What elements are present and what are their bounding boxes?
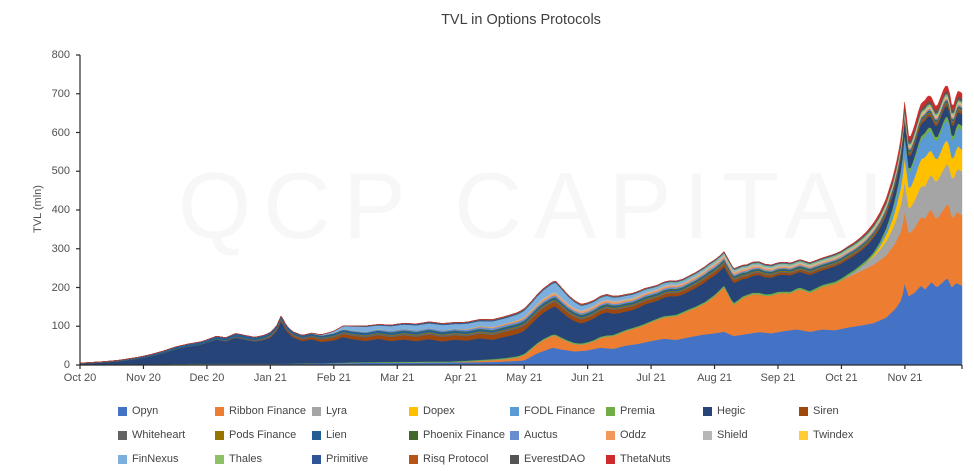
watermark-text: QCP CAPITAL: [178, 153, 923, 258]
legend-swatch-twindex: [799, 430, 808, 440]
y-axis-tick-label: 400: [51, 204, 70, 216]
legend-swatch-whiteheart: [118, 430, 127, 440]
legend-item-lyra: Lyra: [312, 403, 347, 419]
y-axis-tick-label: 500: [51, 165, 70, 178]
legend-label: Thales: [229, 453, 263, 465]
legend-label: Dopex: [423, 405, 455, 417]
legend-swatch-lien: [312, 430, 321, 440]
legend-swatch-dopex: [409, 406, 418, 416]
legend-item-siren: Siren: [799, 403, 839, 419]
legend-label: EverestDAO: [524, 453, 586, 465]
legend-swatch-fodl-finance: [510, 406, 519, 416]
legend-item-premia: Premia: [606, 403, 655, 419]
legend-swatch-finnexus: [118, 454, 127, 464]
x-axis-tick-label: Oct 20: [63, 372, 97, 384]
legend-label: FinNexus: [132, 453, 179, 465]
legend-swatch-everestdao: [510, 454, 519, 464]
legend-item-thetanuts: ThetaNuts: [606, 451, 671, 467]
legend-item-lien: Lien: [312, 427, 347, 443]
y-axis-tick-label: 100: [51, 320, 70, 333]
legend-swatch-phoenix-finance: [409, 430, 418, 440]
legend-label: ThetaNuts: [620, 453, 671, 465]
legend-item-finnexus: FinNexus: [118, 451, 178, 467]
legend-item-dopex: Dopex: [409, 403, 455, 419]
legend-swatch-thetanuts: [606, 454, 615, 464]
legend-item-oddz: Oddz: [606, 427, 646, 443]
legend-label: Ribbon Finance: [229, 405, 307, 417]
legend-label: Auctus: [524, 429, 558, 441]
legend-item-pods-finance: Pods Finance: [215, 427, 296, 443]
legend-label: Premia: [620, 405, 655, 417]
legend-item-opyn: Opyn: [118, 403, 158, 419]
legend-item-ribbon-finance: Ribbon Finance: [215, 403, 306, 419]
legend-item-shield: Shield: [703, 427, 748, 443]
legend-item-twindex: Twindex: [799, 427, 853, 443]
legend-label: Twindex: [813, 429, 854, 441]
legend-item-auctus: Auctus: [510, 427, 558, 443]
chart-title: TVL in Options Protocols: [441, 12, 601, 28]
x-axis-tick-label: Jun 21: [571, 372, 605, 384]
legend-item-hegic: Hegic: [703, 403, 745, 419]
y-axis-tick-label: 200: [51, 281, 70, 294]
x-axis-tick-label: Mar 21: [380, 372, 415, 384]
legend-swatch-thales: [215, 454, 224, 464]
y-axis-tick-label: 700: [51, 87, 70, 100]
x-axis-tick-label: Jul 21: [636, 372, 666, 384]
legend-label: Oddz: [620, 429, 647, 441]
legend-swatch-risq-protocol: [409, 454, 418, 464]
legend-item-thales: Thales: [215, 451, 262, 467]
legend-swatch-siren: [799, 406, 808, 416]
legend-label: Whiteheart: [132, 429, 186, 441]
legend-label: Lyra: [326, 405, 347, 417]
legend-label: Siren: [813, 405, 839, 417]
x-axis-tick-label: Aug 21: [697, 372, 732, 384]
area-series-thetanuts: [79, 85, 963, 364]
x-axis-tick-label: Sep 21: [760, 372, 796, 384]
legend-item-whiteheart: Whiteheart: [118, 427, 185, 443]
x-axis-tick-label: Nov 20: [126, 372, 161, 384]
y-axis-tick-label: 0: [63, 359, 70, 371]
legend-item-risq-protocol: Risq Protocol: [409, 451, 488, 467]
legend-item-everestdao: EverestDAO: [510, 451, 585, 467]
x-axis-tick-label: May 21: [506, 372, 543, 384]
legend-item-phoenix-finance: Phoenix Finance: [409, 427, 505, 443]
x-axis-tick-label: Jan 21: [253, 372, 287, 384]
legend-label: Shield: [717, 429, 748, 441]
x-axis-tick-label: Apr 21: [444, 372, 477, 384]
x-axis-tick-label: Feb 21: [316, 372, 351, 384]
legend-swatch-ribbon-finance: [215, 406, 224, 416]
legend-swatch-lyra: [312, 406, 321, 416]
legend-swatch-hegic: [703, 406, 712, 416]
y-axis-tick-label: 800: [51, 49, 70, 61]
legend-label: Phoenix Finance: [423, 429, 505, 441]
legend-swatch-premia: [606, 406, 615, 416]
legend-swatch-auctus: [510, 430, 519, 440]
y-axis-tick-label: 300: [51, 242, 70, 255]
legend-item-primitive: Primitive: [312, 451, 368, 467]
legend-label: Pods Finance: [229, 429, 297, 441]
legend-label: Lien: [326, 429, 347, 441]
legend-swatch-primitive: [312, 454, 321, 464]
y-axis-tick-label: 600: [51, 126, 70, 139]
legend-label: Hegic: [717, 405, 746, 417]
legend-swatch-pods-finance: [215, 430, 224, 440]
legend-item-fodl-finance: FODL Finance: [510, 403, 595, 419]
x-axis-tick-label: Nov 21: [887, 372, 923, 384]
legend-swatch-shield: [703, 430, 712, 440]
legend-label: Opyn: [132, 405, 159, 417]
x-axis-tick-label: Dec 20: [189, 372, 225, 384]
x-axis-tick-label: Oct 21: [825, 372, 858, 384]
legend-label: FODL Finance: [524, 405, 596, 417]
legend-label: Risq Protocol: [423, 453, 489, 465]
legend-swatch-oddz: [606, 430, 615, 440]
legend-label: Primitive: [326, 453, 369, 465]
legend-swatch-opyn: [118, 406, 127, 416]
